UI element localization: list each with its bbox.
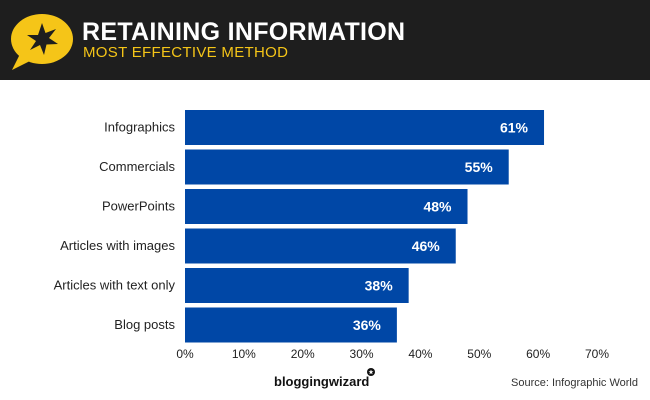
- category-label: Articles with text only: [54, 278, 176, 293]
- logo-badge-icon: [367, 368, 375, 376]
- data-label: 46%: [412, 238, 441, 254]
- data-label: 61%: [500, 120, 529, 136]
- x-tick-label: 70%: [585, 347, 609, 361]
- header-banner: RETAINING INFORMATION MOST EFFECTIVE MET…: [0, 0, 650, 80]
- chart-subtitle: MOST EFFECTIVE METHOD: [83, 44, 289, 61]
- x-tick-label: 40%: [408, 347, 432, 361]
- x-tick-label: 60%: [526, 347, 550, 361]
- chart-title: RETAINING INFORMATION: [82, 18, 406, 46]
- data-label: 38%: [365, 278, 394, 294]
- bar-1: [185, 149, 509, 185]
- data-label: 36%: [353, 317, 382, 333]
- category-label: Blog posts: [114, 317, 175, 332]
- bar-3: [185, 228, 456, 264]
- data-label: 48%: [423, 199, 452, 215]
- bar-0: [185, 110, 545, 145]
- category-label: Infographics: [104, 120, 175, 135]
- category-label: Commercials: [99, 159, 175, 174]
- star-speech-bubble-icon: [11, 14, 73, 70]
- bar-4: [185, 268, 409, 303]
- x-tick-label: 30%: [350, 347, 374, 361]
- brand-logo: bloggingwizard: [274, 374, 370, 389]
- bar-5: [185, 307, 397, 343]
- x-tick-label: 10%: [232, 347, 256, 361]
- data-label: 55%: [465, 159, 494, 175]
- category-label: Articles with images: [60, 238, 175, 253]
- x-tick-label: 0%: [176, 347, 194, 361]
- source-note: Source: Infographic World: [511, 377, 638, 389]
- x-tick-label: 50%: [467, 347, 491, 361]
- bar-chart: Infographics 61% Commercials 55% PowerPoints…: [54, 110, 609, 361]
- category-label: PowerPoints: [102, 199, 175, 214]
- bar-2: [185, 189, 468, 224]
- x-tick-label: 20%: [291, 347, 315, 361]
